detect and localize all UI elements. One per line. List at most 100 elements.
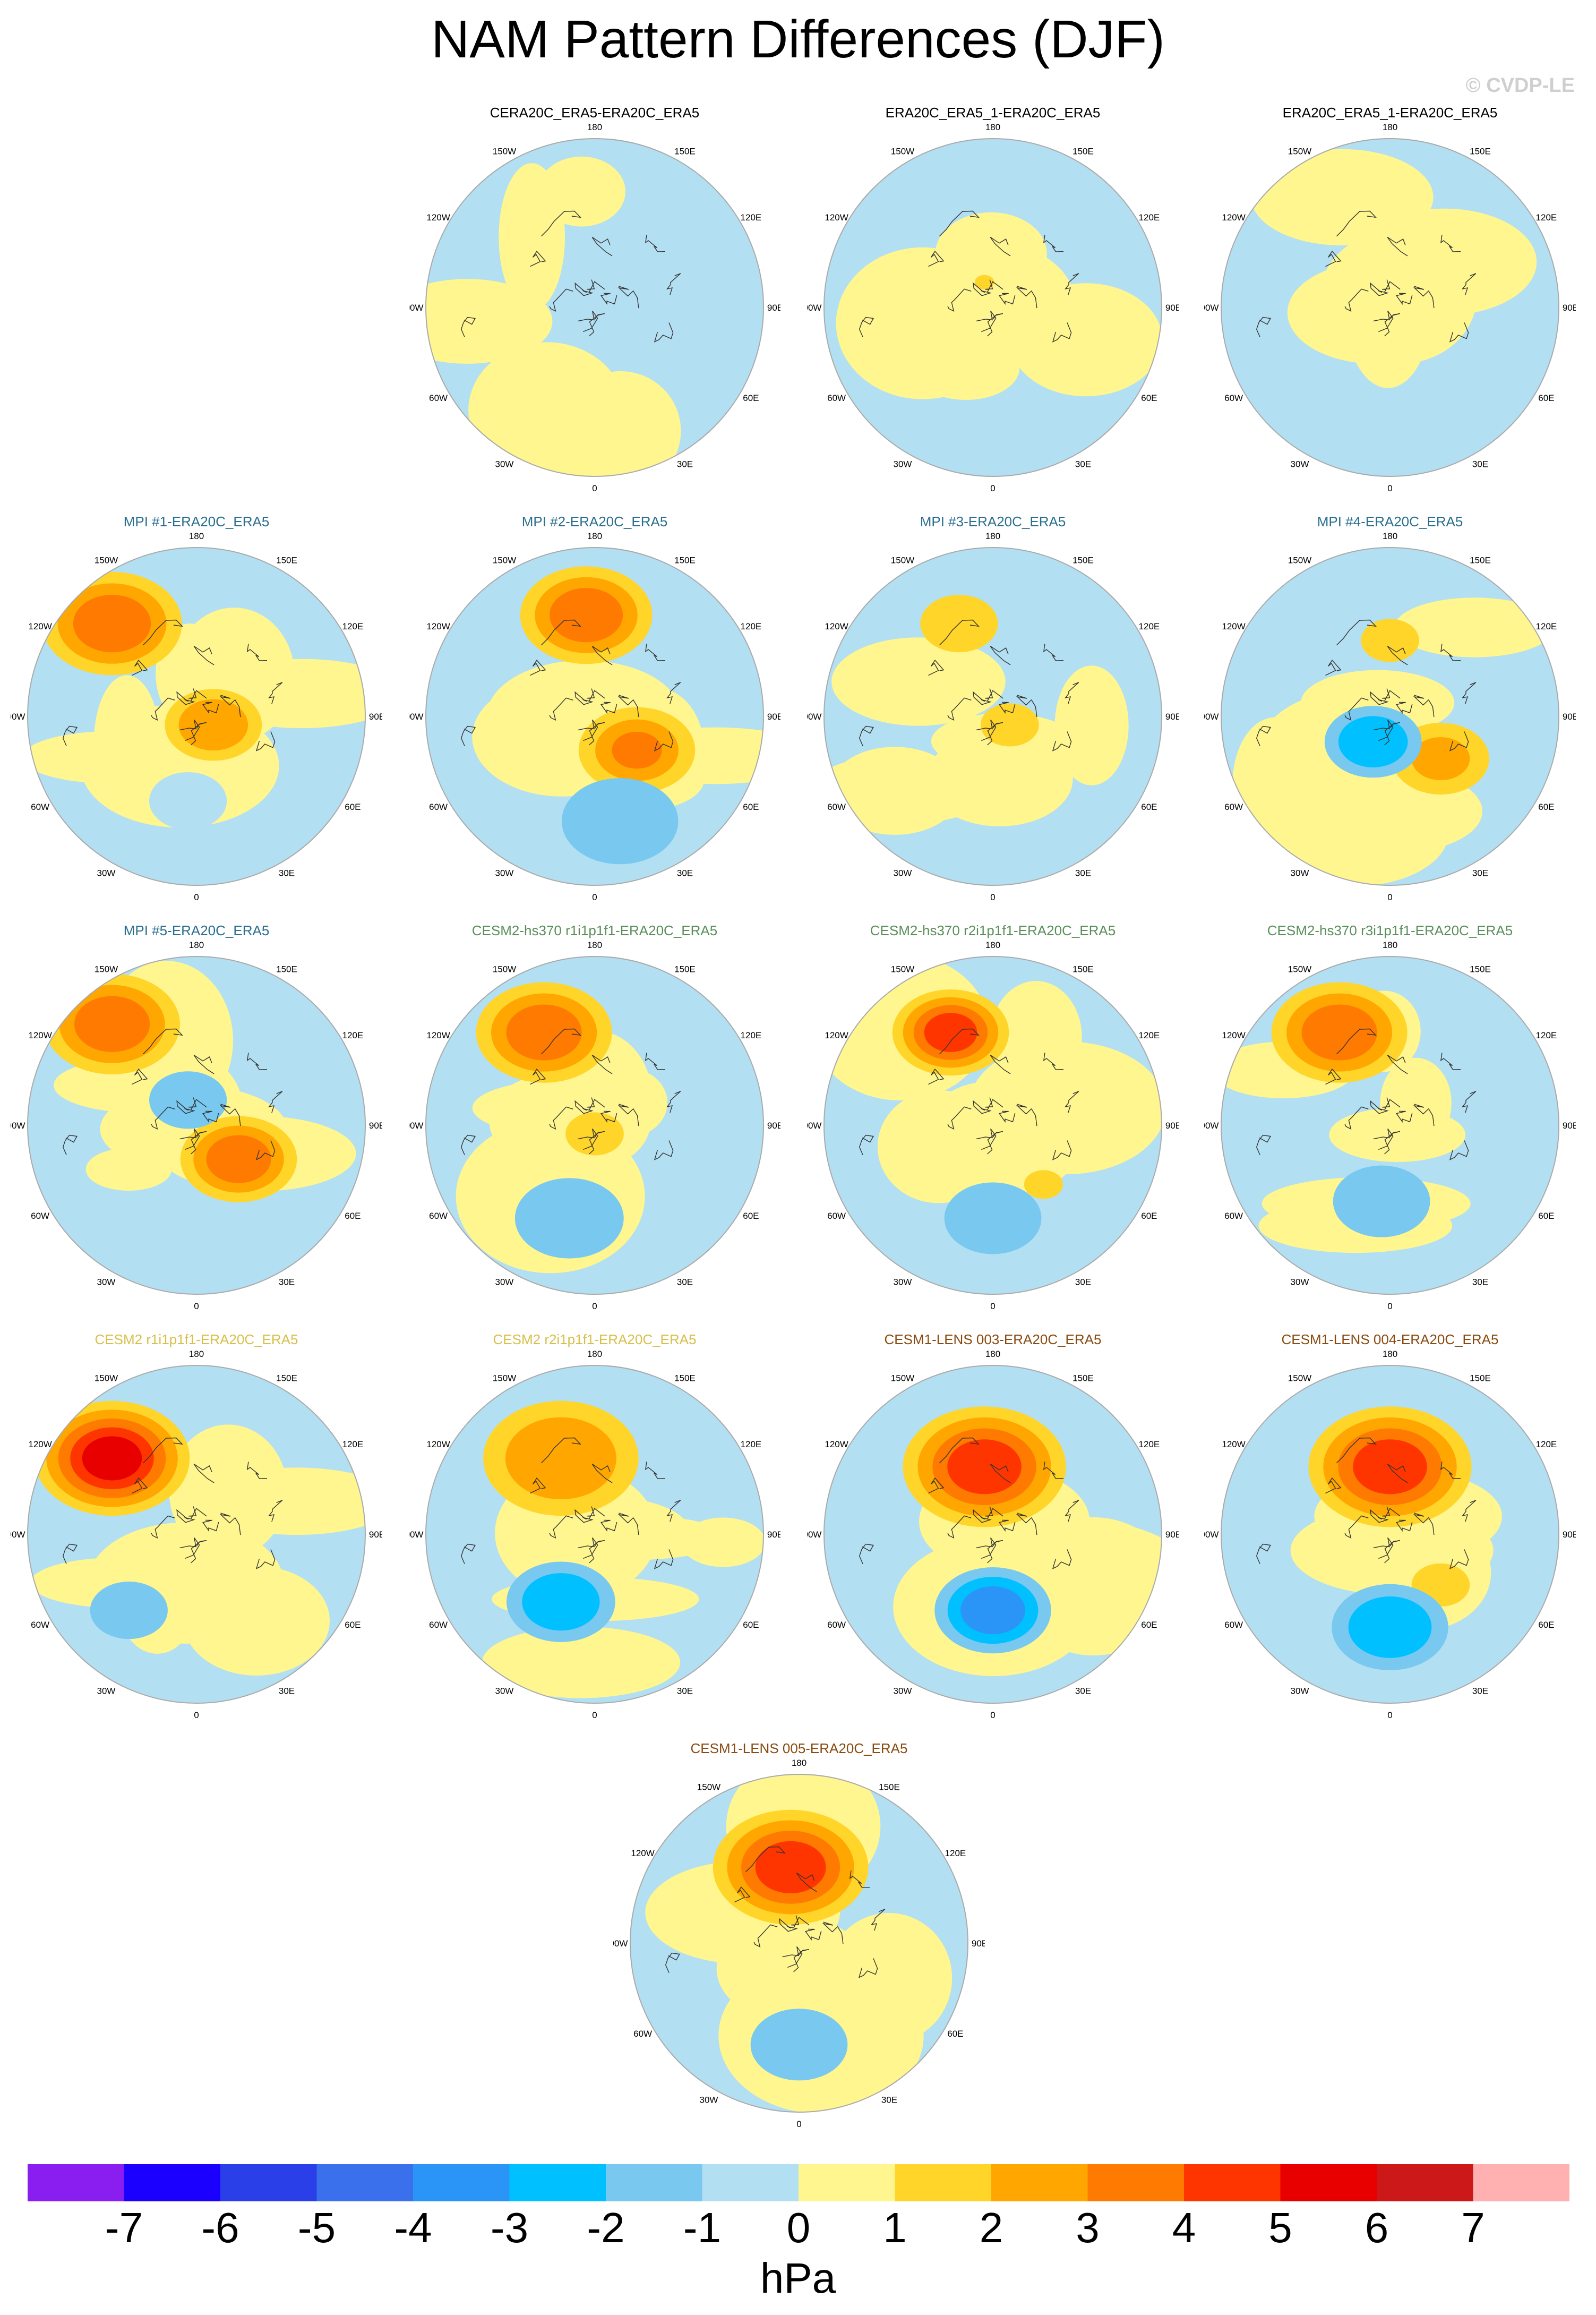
longitude-label: 150W — [493, 964, 516, 975]
map-panel: MPI #1-ERA20C_ERA5 180 150E 120E 90E 60E 30E 0 3… — [11, 512, 382, 916]
longitude-label: 120E — [741, 212, 762, 223]
low-anomaly-contour — [770, 2023, 828, 2066]
panel-title: CESM2 r1i1p1f1-ERA20C_ERA5 — [95, 1331, 298, 1347]
longitude-label: 90W — [409, 712, 423, 722]
longitude-label: 30W — [97, 868, 116, 878]
high-anomaly-contour — [1423, 1572, 1458, 1598]
map-boundary — [425, 956, 764, 1295]
longitude-label: 180 — [189, 1349, 204, 1359]
longitude-label: 90W — [11, 1530, 25, 1540]
longitude-label: 120E — [741, 1439, 762, 1449]
longitude-label: 90E — [1563, 303, 1576, 313]
longitude-label: 90E — [1165, 1530, 1179, 1540]
colorbar-swatch — [220, 2164, 317, 2201]
high-anomaly-contour — [89, 1007, 135, 1041]
coastline — [1256, 1437, 1477, 1569]
longitude-label: 60W — [31, 1620, 49, 1630]
longitude-label: 120E — [342, 621, 364, 631]
longitude-label: 60E — [1141, 1211, 1157, 1221]
longitude-label: 60W — [827, 393, 846, 403]
coastline — [1256, 1028, 1477, 1160]
coastline — [1256, 619, 1477, 751]
longitude-label: 60W — [1224, 1620, 1243, 1630]
map-panel: CESM1-LENS 004-ERA20C_ERA5 180 150E 120E 90E… — [1204, 1330, 1576, 1734]
high-anomaly-contour — [219, 1144, 259, 1174]
longitude-label: 30W — [97, 1277, 116, 1287]
map-panel: MPI #2-ERA20C_ERA5 180 150E 120E 90E 60E 30E 0 3… — [409, 512, 780, 916]
longitude-label: 0 — [592, 1301, 597, 1311]
longitude-label: 120E — [1139, 212, 1160, 223]
map-panel: CESM2-hs370 r1i1p1f1-ERA20C_ERA5 180 150E 1… — [409, 921, 780, 1325]
anomaly-region — [968, 1041, 1162, 1174]
credit-watermark: © CVDP-LE — [1465, 74, 1575, 97]
polar-map: 180 150E 120E 90E 60E 30E 0 30W 60W 90W 120W 150W — [1204, 122, 1576, 493]
longitude-label: 30E — [1075, 868, 1091, 878]
longitude-label: 150W — [493, 556, 516, 566]
longitude-label: 90E — [767, 1530, 780, 1540]
longitude-label: 150E — [674, 964, 696, 975]
longitude-label: 180 — [985, 1349, 1000, 1359]
map-boundary — [425, 1365, 764, 1704]
longitude-label: 120E — [1139, 1030, 1160, 1040]
longitude-label: 60E — [743, 393, 759, 403]
longitude-label: 90E — [767, 303, 780, 313]
longitude-label: 30W — [894, 1686, 912, 1696]
longitude-label: 90E — [369, 1530, 382, 1540]
longitude-label: 90W — [409, 303, 423, 313]
longitude-label: 0 — [1387, 1710, 1392, 1720]
longitude-label: 120E — [1536, 1439, 1557, 1449]
longitude-label: 0 — [194, 892, 199, 902]
longitude-label: 150E — [276, 556, 297, 566]
coastline — [859, 1028, 1079, 1160]
coastline — [62, 619, 283, 751]
longitude-label: 90E — [1563, 1530, 1576, 1540]
colorbar-swatch — [702, 2164, 799, 2201]
longitude-label: 150E — [1072, 964, 1094, 975]
longitude-label: 90E — [1563, 1121, 1576, 1131]
longitude-label: 150W — [891, 964, 914, 975]
longitude-label: 150W — [95, 556, 118, 566]
longitude-label: 180 — [1383, 1349, 1397, 1359]
map-panel: MPI #3-ERA20C_ERA5 180 150E 120E 90E 60E 30E 0 3… — [807, 512, 1179, 916]
map-boundary — [630, 1774, 968, 2113]
map-panel: CESM1-LENS 003-ERA20C_ERA5 180 150E 120E 90E… — [807, 1330, 1179, 1734]
longitude-label: 150W — [95, 1373, 118, 1383]
longitude-label: 120W — [1222, 1439, 1245, 1449]
low-anomaly-contour — [537, 1584, 585, 1619]
longitude-label: 120E — [342, 1030, 364, 1040]
longitude-label: 60W — [429, 393, 448, 403]
longitude-label: 60W — [1224, 802, 1243, 812]
anomaly-region — [1394, 597, 1555, 657]
anomaly-region — [826, 1913, 953, 2044]
longitude-label: 120E — [1536, 621, 1557, 631]
map-boundary — [1221, 1365, 1559, 1704]
longitude-label: 120E — [1139, 621, 1160, 631]
longitude-label: 90E — [369, 1121, 382, 1131]
high-anomaly-contour — [962, 1450, 1007, 1483]
longitude-label: 30E — [677, 1686, 693, 1696]
longitude-label: 30E — [1472, 1686, 1488, 1696]
colorbar-swatch — [991, 2164, 1088, 2201]
map-boundary — [823, 138, 1162, 477]
polar-map: 180 150E 120E 90E 60E 30E 0 30W 60W 90W 120W 150W — [11, 531, 382, 902]
longitude-label: 30W — [495, 1686, 514, 1696]
longitude-label: 150E — [1072, 147, 1094, 157]
longitude-label: 60E — [1141, 802, 1157, 812]
anomaly-region — [183, 1566, 330, 1676]
anomaly-region — [1232, 717, 1318, 851]
map-boundary — [823, 547, 1162, 886]
longitude-label: 0 — [1387, 892, 1392, 902]
colorbar-swatch — [1377, 2164, 1473, 2201]
longitude-label: 120W — [426, 1439, 450, 1449]
panel-title: MPI #3-ERA20C_ERA5 — [920, 514, 1066, 529]
longitude-label: 30W — [97, 1686, 116, 1696]
low-anomaly-contour — [1352, 1180, 1411, 1223]
anomaly-region — [1329, 1107, 1466, 1163]
colorbar-swatch — [1473, 2164, 1569, 2201]
longitude-label: 30E — [1472, 1277, 1488, 1287]
polar-map: 180 150E 120E 90E 60E 30E 0 30W 60W 90W 120W 150W — [807, 531, 1179, 902]
anomaly-region — [85, 1148, 172, 1191]
low-anomaly-contour — [973, 1596, 1012, 1625]
colorbar-tick-label: 1 — [883, 2204, 907, 2251]
longitude-label: 30E — [1075, 1277, 1091, 1287]
